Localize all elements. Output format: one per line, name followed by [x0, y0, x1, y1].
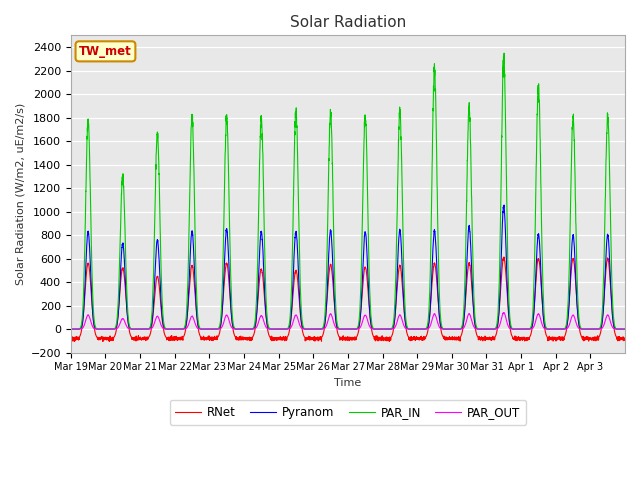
PAR_OUT	[541, 326, 549, 332]
PAR_OUT	[398, 317, 406, 323]
PAR_OUT	[500, 310, 508, 315]
X-axis label: Time: Time	[334, 378, 362, 388]
PAR_OUT	[527, 326, 535, 332]
PAR_IN	[67, 326, 75, 332]
RNet	[106, 339, 113, 345]
PAR_IN	[500, 60, 508, 65]
PAR_IN	[621, 326, 629, 332]
PAR_IN	[369, 324, 376, 329]
PAR_IN	[541, 323, 549, 329]
Line: RNet: RNet	[71, 257, 625, 342]
PAR_OUT	[500, 310, 508, 316]
RNet	[542, 330, 550, 336]
Pyranom	[398, 262, 406, 267]
Pyranom	[527, 325, 535, 331]
PAR_IN	[398, 185, 406, 191]
RNet	[500, 255, 508, 261]
PAR_IN	[182, 319, 189, 325]
Pyranom	[500, 202, 508, 208]
Line: PAR_IN: PAR_IN	[71, 53, 625, 329]
Title: Solar Radiation: Solar Radiation	[290, 15, 406, 30]
RNet	[182, 326, 189, 332]
RNet	[67, 335, 75, 341]
PAR_OUT	[67, 326, 75, 332]
Text: TW_met: TW_met	[79, 45, 132, 58]
Pyranom	[621, 326, 629, 332]
PAR_OUT	[369, 326, 376, 332]
RNet	[621, 337, 629, 343]
RNet	[369, 331, 376, 337]
Pyranom	[541, 325, 549, 331]
Pyranom	[369, 325, 376, 331]
PAR_IN	[500, 50, 508, 56]
RNet	[527, 330, 535, 336]
Pyranom	[67, 326, 75, 332]
Pyranom	[182, 323, 189, 329]
RNet	[500, 254, 508, 260]
PAR_OUT	[182, 326, 189, 332]
Legend: RNet, Pyranom, PAR_IN, PAR_OUT: RNet, Pyranom, PAR_IN, PAR_OUT	[170, 400, 526, 425]
Pyranom	[500, 204, 508, 209]
Line: PAR_OUT: PAR_OUT	[71, 312, 625, 329]
PAR_IN	[527, 324, 535, 329]
PAR_OUT	[621, 326, 629, 332]
Y-axis label: Solar Radiation (W/m2, uE/m2/s): Solar Radiation (W/m2, uE/m2/s)	[15, 103, 25, 285]
RNet	[398, 281, 406, 287]
Line: Pyranom: Pyranom	[71, 205, 625, 329]
